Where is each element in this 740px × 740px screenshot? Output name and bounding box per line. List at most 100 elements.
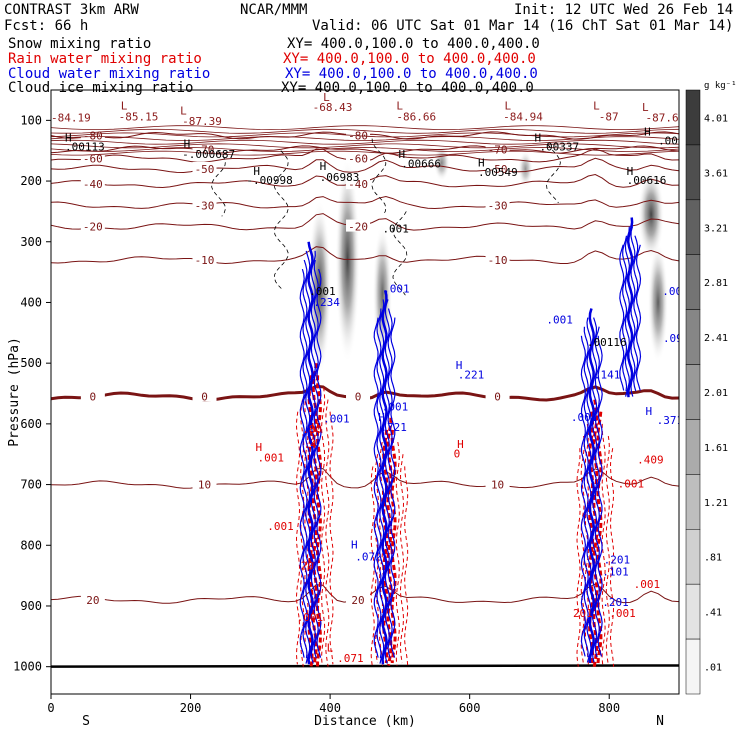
upper-temperature-contour — [51, 139, 679, 145]
snow-field-xy: XY= 400.0,100.0 to 400.0,400.0 — [287, 36, 540, 52]
extremum-label: .00549 — [478, 166, 518, 179]
extremum-label: .001 — [258, 452, 285, 465]
cloud-water-contour — [316, 268, 322, 658]
extremum-label: -.00998 — [246, 174, 292, 187]
cloud-water-contour — [390, 317, 396, 658]
temperature-contour-label: -20 — [83, 221, 103, 234]
x-tick-label: 800 — [598, 701, 620, 715]
extremum-label: .80 — [302, 423, 322, 436]
y-tick-label: 800 — [20, 538, 42, 552]
colorbar-segment — [685, 638, 701, 695]
temperature-contour-label: -60 — [83, 153, 103, 166]
extremum-label: -84.19 — [51, 112, 91, 125]
extremum-label: .071 — [337, 652, 364, 665]
contour-label-bg — [346, 151, 371, 164]
temperature-contour-label: -50 — [195, 163, 215, 176]
x-tick-label: 400 — [319, 701, 341, 715]
snow-shading-column — [433, 144, 450, 182]
y-tick-label: 600 — [20, 417, 42, 431]
extremum-label: .234 — [313, 296, 340, 309]
extremum-label: .091 — [663, 332, 690, 345]
forecast-hour-label: Fcst: 66 h — [4, 18, 89, 34]
colorbar-label: 2.81 — [704, 278, 728, 289]
snow-shading-column — [518, 150, 533, 188]
extremum-label: .001 — [618, 478, 645, 491]
temperature-contour-label: -30 — [488, 199, 508, 212]
extremum-label: L — [121, 99, 128, 112]
cloud-water-contour — [630, 226, 636, 397]
contour-label-bg — [80, 177, 105, 190]
rain-water-contour — [329, 411, 334, 665]
y-tick-label: 700 — [20, 478, 42, 492]
rain-water-contour — [300, 399, 305, 667]
extremum-label: .371 — [657, 414, 684, 427]
valid-time-label: Valid: 06 UTC Sat 01 Mar 14 (16 ChT Sat … — [312, 18, 734, 34]
cloud-water-contour — [313, 259, 319, 659]
temperature-contour — [51, 145, 679, 154]
contour-label-bg — [485, 477, 510, 490]
contour-label-bg — [80, 592, 105, 605]
colorbar-segment — [685, 144, 701, 201]
contour-label-bg — [485, 161, 510, 174]
rain-field-label: Rain water mixing ratio — [8, 51, 202, 67]
upper-temperature-contour — [51, 128, 679, 134]
extremum-label: -85.15 — [119, 110, 159, 123]
extremum-label: -86.66 — [396, 110, 436, 123]
extremum-label: H — [457, 438, 464, 451]
extremum-label: H — [456, 359, 463, 372]
contour-label-bg — [192, 198, 217, 211]
extremum-label: .101 — [602, 566, 629, 579]
cloud-water-contour — [635, 244, 642, 391]
temperature-contour-label: -30 — [195, 199, 215, 212]
contour-label-bg — [346, 592, 371, 605]
extremum-label: .072 — [355, 550, 382, 563]
cloud-water-contour — [302, 259, 308, 659]
rain-water-contour — [390, 429, 397, 664]
temperature-contour-label: 10 — [198, 479, 211, 492]
rain-water-contour — [311, 363, 318, 665]
rain-water-contour — [580, 435, 585, 665]
y-tick-label: 200 — [20, 174, 42, 188]
extremum-label: .001 — [546, 314, 573, 327]
extremum-label: .201 — [602, 596, 629, 609]
extremum-label: .001 — [267, 520, 294, 533]
colorbar-segment — [685, 199, 701, 255]
x-tick-label: 600 — [459, 701, 481, 715]
snow-shading-column — [335, 156, 360, 364]
cloud-water-contour — [597, 335, 603, 657]
cloud-water-field-label: Cloud water mixing ratio — [8, 66, 211, 82]
temperature-contour-label: 20 — [86, 594, 99, 607]
extremum-label: H — [320, 160, 327, 173]
x-axis-title: Distance (km) — [314, 714, 416, 729]
rain-water-contour — [404, 466, 409, 666]
snow-shading-column — [647, 241, 669, 364]
model-label: CONTRAST 3km ARW — [4, 2, 139, 18]
extremum-label: L — [327, 642, 334, 655]
extremum-label: 20 — [301, 560, 314, 573]
extremum-label: L — [505, 99, 512, 112]
colorbar-segment — [685, 474, 701, 530]
ground-line — [51, 664, 679, 668]
extremum-label: H — [646, 405, 653, 418]
extremum-label: 0 — [454, 447, 461, 460]
x-tick-label: 0 — [47, 701, 54, 715]
y-tick-label: 900 — [20, 599, 42, 613]
temperature-contour-label: 0 — [90, 391, 97, 404]
contour-label-bg — [346, 219, 371, 232]
south-end-label: S — [82, 714, 90, 729]
contour-label-bg — [346, 389, 371, 402]
colorbar-segment — [685, 364, 701, 420]
contour-label-bg — [192, 161, 217, 174]
colorbar-segment — [685, 529, 701, 585]
extremum-label: .001 — [571, 411, 598, 424]
temperature-contour-label: -40 — [348, 178, 368, 191]
extremum-label: .001 — [382, 223, 409, 236]
cloud-water-contour — [299, 268, 305, 658]
temperature-contour-label: 0 — [494, 391, 501, 404]
colorbar-label: .01 — [704, 663, 722, 674]
rain-water-contour — [576, 448, 581, 667]
contour-label-bg — [80, 389, 105, 402]
upper-temperature-contour — [51, 125, 679, 131]
